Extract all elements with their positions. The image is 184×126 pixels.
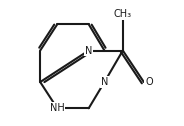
Text: N: N <box>101 77 108 87</box>
Text: CH₃: CH₃ <box>114 9 132 19</box>
Text: N: N <box>85 45 92 56</box>
Text: O: O <box>145 77 153 87</box>
Text: NH: NH <box>50 103 65 113</box>
